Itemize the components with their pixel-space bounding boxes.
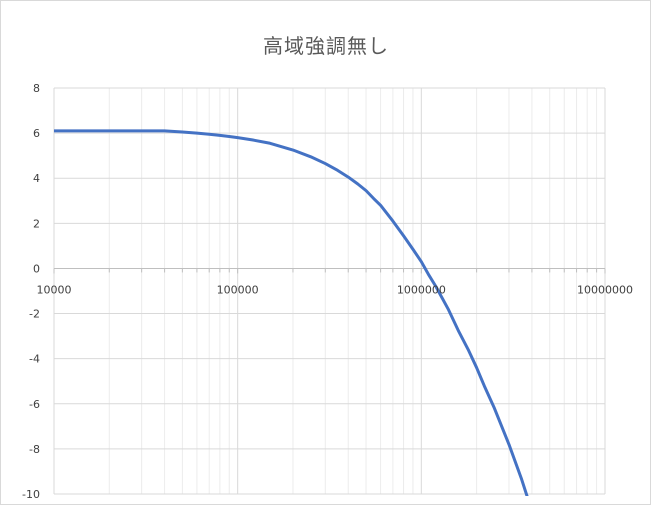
y-tick-label: -6	[29, 398, 40, 411]
series-layer	[54, 129, 529, 496]
chart-title: 高域強調無し	[263, 34, 389, 58]
y-axis-labels: 8 6 4 2 0 -2 -4 -6 -8 -10	[22, 82, 40, 501]
y-tick-label: -4	[29, 353, 40, 366]
x-tick-label: 10000	[37, 283, 72, 296]
y-tick-label: -10	[22, 488, 40, 501]
x-tick-label: 1000000	[397, 283, 446, 296]
y-tick-label: 8	[33, 82, 40, 95]
y-tick-label: 0	[33, 262, 40, 275]
y-tick-label: 4	[33, 172, 40, 185]
x-tick-label: 100000	[217, 283, 259, 296]
x-axis	[53, 267, 606, 274]
minor-gridlines	[108, 88, 598, 494]
y-tick-label: -8	[29, 443, 40, 456]
x-tick-label: 10000000	[577, 283, 633, 296]
x-axis-labels: 10000 100000 1000000 10000000	[37, 283, 634, 296]
y-tick-label: 2	[33, 217, 40, 230]
series-line	[54, 129, 529, 496]
y-tick-label: -2	[29, 308, 40, 321]
y-tick-label: 6	[33, 127, 40, 140]
major-gridlines	[53, 87, 606, 495]
